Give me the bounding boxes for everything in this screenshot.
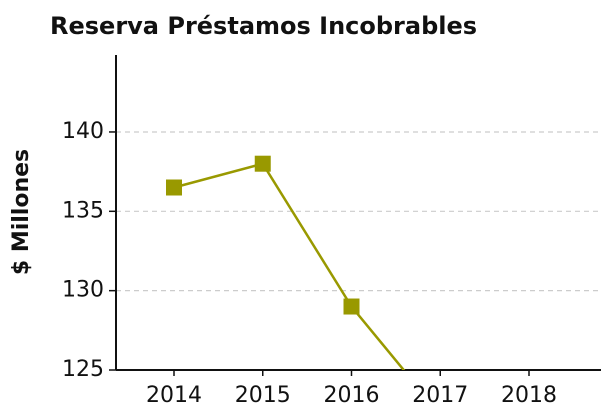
x-tick-label: 2017: [412, 383, 468, 408]
marker: [343, 298, 360, 315]
x-tick-label: 2014: [146, 383, 202, 408]
y-tick-label: 140: [62, 119, 104, 144]
x-tick-label: 2018: [501, 383, 557, 408]
y-axis-label: $ Millones: [9, 149, 34, 275]
plot-area: [166, 155, 406, 370]
marker: [166, 179, 182, 196]
line: [173, 162, 406, 370]
marker: [254, 155, 271, 172]
y-tick-label: 135: [62, 198, 104, 223]
x-tick-label: 2015: [235, 383, 291, 408]
y-tick-label: 125: [62, 357, 104, 382]
x-tick-label: 2016: [324, 383, 380, 408]
chart-title: Reserva Préstamos Incobrables: [50, 12, 477, 40]
y-tick-label: 130: [62, 278, 104, 303]
